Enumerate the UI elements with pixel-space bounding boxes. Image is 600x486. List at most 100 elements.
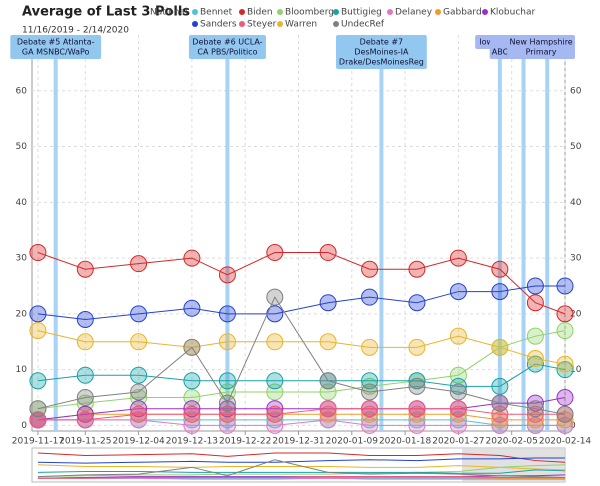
y-tick-label: 40 [16,198,28,208]
x-tick-label: 2019-12-22 [219,437,271,447]
data-point [76,411,94,429]
legend-label: Steyer [247,20,277,30]
data-point [449,400,467,418]
data-point [29,305,47,323]
x-tick-label: 2019-11-25 [59,437,111,447]
legend-swatch [192,9,198,15]
legend-swatch [277,9,283,15]
data-point [449,377,467,395]
data-point [526,400,544,418]
data-point [183,338,201,356]
overview-line [37,476,565,479]
event-label: Drake/DesMoinesReg [339,58,424,67]
data-point [408,405,426,423]
data-point [130,255,148,273]
data-point [130,305,148,323]
data-point [491,338,509,356]
data-point [556,305,574,323]
data-point [526,294,544,312]
x-tick-label: 2019-11-17 [12,437,64,447]
event-label-box [10,35,102,59]
overview-line [37,452,566,463]
legend-label: Klobuchar [490,8,535,18]
y-tick-label: 20 [16,309,28,319]
data-point [361,338,379,356]
data-point [218,372,236,390]
legend-swatch [277,21,283,27]
data-point [76,260,94,278]
event-label: DesMoines-IA [354,48,409,57]
data-point [491,260,509,278]
legend-title: National [150,8,188,18]
data-point [130,400,148,418]
data-point [449,249,467,267]
data-point [130,366,148,384]
chart-subtitle: 11/16/2019 - 2/14/2020 [22,26,129,36]
data-point [526,327,544,345]
y2-tick-label: 60 [570,86,582,96]
data-point [319,244,337,262]
data-point [266,400,284,418]
event-label: Debate #6 UCLA- [192,38,262,47]
x-tick-label: 2019-12-13 [166,437,218,447]
data-point [361,288,379,306]
x-tick-label: 2020-01-09 [326,437,379,447]
legend-label: Gabbard [443,8,482,18]
legend-label: Biden [247,8,273,18]
event-label-box [507,35,575,59]
event-label: New Hampshire [509,38,572,47]
data-point [526,355,544,373]
series-line [37,363,566,387]
data-point [491,411,509,429]
series-line [37,296,566,415]
data-point [319,400,337,418]
event-label: CA PBS/Politico [197,48,257,57]
event-label: GA MSNBC/WaPo [22,48,90,57]
chart-title: Average of Last 3 Polls [22,5,190,20]
x-tick-label: 2020-02-05 [486,437,538,447]
series-line [37,285,565,320]
data-point [218,305,236,323]
legend-swatch [239,21,245,27]
data-point [266,333,284,351]
data-point [266,244,284,262]
data-point [130,383,148,401]
data-point [76,389,94,407]
data-point [266,372,284,390]
data-point [491,377,509,395]
series-line [37,330,566,365]
legend-label: Bennet [200,8,233,18]
data-point [361,405,379,423]
data-point [183,249,201,267]
series-line [37,252,566,315]
data-point [76,405,94,423]
legend-label: Buttigieg [341,8,382,18]
data-point [266,288,284,306]
data-point [449,383,467,401]
data-point [266,305,284,323]
legend-swatch [333,21,339,27]
series-line [37,419,565,426]
data-point [29,400,47,418]
data-point [183,400,201,418]
data-point [491,283,509,301]
data-point [76,333,94,351]
data-point [319,372,337,390]
data-point [491,394,509,412]
data-point [29,244,47,262]
data-point [408,372,426,390]
data-point [130,333,148,351]
data-point [361,400,379,418]
data-point [183,299,201,317]
x-tick-label: 2020-02-14 [539,437,592,447]
data-point [449,327,467,345]
data-point [556,405,574,423]
legend-label: Warren [285,20,317,30]
y-tick-label: 50 [16,142,28,152]
data-point [408,377,426,395]
legend-swatch [482,9,488,15]
data-point [319,333,337,351]
data-point [130,405,148,423]
y-tick-label: 10 [16,365,28,375]
data-point [218,394,236,412]
